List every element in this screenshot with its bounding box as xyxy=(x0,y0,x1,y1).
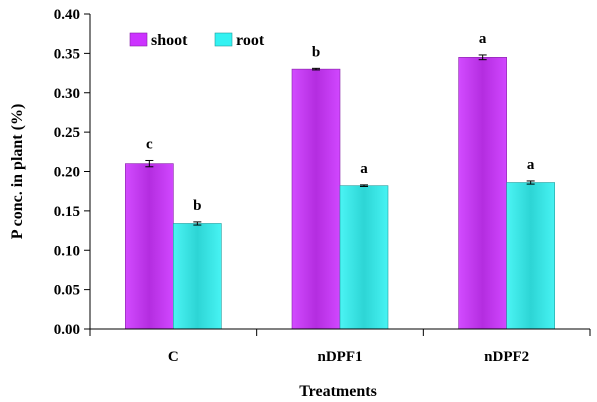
bar-shoot-C xyxy=(125,163,174,330)
y-tick-label: 0.35 xyxy=(54,46,80,62)
significance-label-shoot-nDPF2: a xyxy=(479,31,487,47)
legend: shoot root xyxy=(129,32,265,49)
significance-label-root-C: b xyxy=(193,198,201,214)
y-tick-label: 0.15 xyxy=(54,204,80,220)
x-tick-label: nDPF2 xyxy=(484,349,529,365)
legend-swatch-root xyxy=(214,32,233,47)
y-axis-title: P conc. in plant (%) xyxy=(9,104,26,240)
x-tick-label: C xyxy=(168,349,179,365)
x-axis-title: Treatments xyxy=(299,383,377,400)
error-bars xyxy=(145,54,535,226)
y-tick-label: 0.25 xyxy=(54,125,80,141)
y-tick-label: 0.40 xyxy=(54,7,80,23)
bar-root-nDPF1 xyxy=(339,185,389,330)
y-tick-label: 0.05 xyxy=(54,283,80,299)
significance-label-root-nDPF1: a xyxy=(360,161,368,177)
legend-label-root: root xyxy=(236,32,265,49)
bar-root-C xyxy=(173,223,222,330)
y-axis-ticks: 0.00 0.05 0.10 0.15 0.20 0.25 0.30 0.35 0.40 xyxy=(54,7,90,338)
significance-labels: c b b a a a xyxy=(146,31,535,214)
legend-swatch-shoot xyxy=(129,32,148,47)
axes xyxy=(89,14,590,330)
bar-shoot-nDPF1 xyxy=(291,68,341,330)
significance-label-root-nDPF2: a xyxy=(527,157,535,173)
bar-shoot-nDPF2 xyxy=(458,57,507,330)
y-tick-label: 0.30 xyxy=(54,86,80,102)
legend-label-shoot: shoot xyxy=(151,32,188,49)
significance-label-shoot-C: c xyxy=(146,136,153,152)
y-tick-label: 0.20 xyxy=(54,165,80,181)
bars xyxy=(125,57,555,330)
x-tick-label: nDPF1 xyxy=(318,349,363,365)
y-tick-label: 0.10 xyxy=(54,243,80,259)
y-tick-label: 0.00 xyxy=(54,322,80,338)
significance-label-shoot-nDPF1: b xyxy=(312,44,320,60)
bar-root-nDPF2 xyxy=(506,182,555,330)
